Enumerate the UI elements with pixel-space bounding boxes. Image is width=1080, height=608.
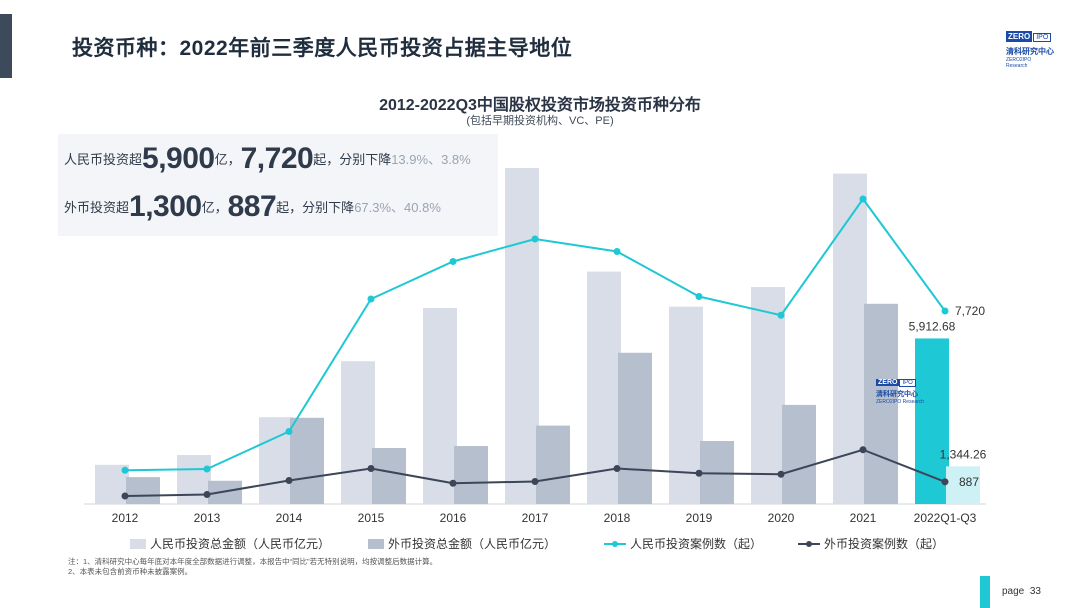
summary-fx-line: 外币投资超1,300亿，887起，分别下降67.3%、40.8% (64, 190, 441, 223)
point-rmb-count (859, 195, 867, 203)
point-fx-count (367, 465, 375, 472)
legend-rmb-count: 人民币投资案例数（起） (604, 535, 762, 552)
data-label-rmb-amount: 5,912.68 (909, 319, 956, 333)
legend-swatch (130, 539, 146, 549)
point-rmb-count (613, 248, 621, 255)
title-accent-bar (0, 14, 12, 78)
legend-swatch (368, 539, 384, 549)
summary-rmb-line: 人民币投资超5,900亿，7,720起，分别下降13.9%、3.8% (64, 142, 471, 175)
data-label-rmb-count: 7,720 (955, 304, 985, 318)
fx-amount: 1,300 (129, 190, 202, 223)
point-rmb-count (531, 235, 539, 243)
point-fx-count (777, 470, 785, 478)
x-tick-label: 2016 (440, 511, 467, 525)
bar-fx-amount (372, 448, 406, 504)
point-rmb-count (203, 465, 211, 473)
point-fx-count (449, 479, 457, 487)
rmb-change: 13.9%、3.8% (391, 152, 471, 167)
x-tick-label: 2014 (276, 511, 303, 525)
point-fx-count (613, 465, 621, 472)
bar-rmb-amount (423, 308, 457, 504)
point-rmb-count (285, 428, 293, 435)
x-tick-label: 2017 (522, 511, 549, 525)
data-label-fx-count: 887 (959, 475, 979, 489)
bar-rmb-amount (505, 168, 539, 504)
point-rmb-count (121, 466, 129, 474)
bar-rmb-amount (587, 271, 621, 504)
bar-rmb-amount (751, 287, 785, 504)
chart-legend: 人民币投资总金额（人民币亿元） 外币投资总金额（人民币亿元） 人民币投资案例数（… (130, 535, 950, 553)
bar-fx-amount (290, 417, 324, 504)
page-accent-bar (980, 576, 990, 608)
chart-subtitle: (包括早期投资机构、VC、PE) (466, 115, 614, 127)
point-fx-count (695, 469, 703, 477)
zero2ipo-logo: ZERO IPO 清科研究中心 ZERO2IPO Research (1006, 31, 1054, 69)
point-fx-count (859, 446, 867, 454)
point-rmb-count (941, 307, 949, 315)
legend-fx-count: 外币投资案例数（起） (798, 535, 944, 552)
rmb-amount: 5,900 (142, 142, 215, 175)
point-fx-count (121, 492, 129, 500)
x-tick-label: 2022Q1-Q3 (914, 511, 977, 525)
x-tick-label: 2013 (194, 511, 221, 525)
x-tick-label: 2020 (768, 511, 795, 525)
summary-box: 人民币投资超5,900亿，7,720起，分别下降13.9%、3.8% 外币投资超… (58, 134, 498, 236)
x-tick-label: 2018 (604, 511, 631, 525)
point-fx-count (941, 478, 949, 486)
chart-title: 2012-2022Q3中国股权投资市场投资币种分布 (379, 97, 701, 114)
data-label-fx-amount: 1,344.26 (940, 447, 987, 461)
bar-fx-amount (782, 404, 816, 504)
fx-change: 67.3%、40.8% (354, 200, 441, 215)
fx-count: 887 (227, 190, 277, 223)
page-number: page 33 (1002, 586, 1041, 597)
slide-title: 投资币种：2022年前三季度人民币投资占据主导地位 (72, 37, 573, 60)
x-tick-label: 2019 (686, 511, 713, 525)
footnotes: 注：1、清科研究中心每年底对本年度全部数据进行调整，本报告中“同比”若无特别说明… (68, 557, 438, 576)
point-rmb-count (695, 293, 703, 300)
legend-line-swatch (604, 539, 626, 549)
legend-line-swatch (798, 539, 820, 549)
point-fx-count (531, 478, 539, 485)
bar-fx-amount (536, 425, 570, 504)
bar-rmb-amount (341, 361, 375, 504)
point-fx-count (285, 477, 293, 484)
bar-fx-amount (618, 352, 652, 504)
rmb-count: 7,720 (240, 142, 314, 175)
bar-fx-amount (946, 466, 980, 504)
legend-fx-amount: 外币投资总金额（人民币亿元） (368, 535, 556, 552)
x-tick-label: 2021 (850, 511, 877, 525)
watermark-logo: ZERO IPO 清科研究中心 ZERO2IPO Research (876, 379, 925, 405)
bar-fx-amount (454, 446, 488, 504)
bar-fx-amount (126, 477, 160, 504)
x-tick-label: 2012 (112, 511, 139, 525)
legend-rmb-amount: 人民币投资总金额（人民币亿元） (130, 535, 330, 552)
point-rmb-count (777, 311, 785, 319)
x-tick-label: 2015 (358, 511, 385, 525)
point-rmb-count (367, 295, 375, 303)
bar-fx-amount (864, 303, 898, 504)
point-rmb-count (449, 258, 457, 265)
point-fx-count (203, 491, 211, 498)
